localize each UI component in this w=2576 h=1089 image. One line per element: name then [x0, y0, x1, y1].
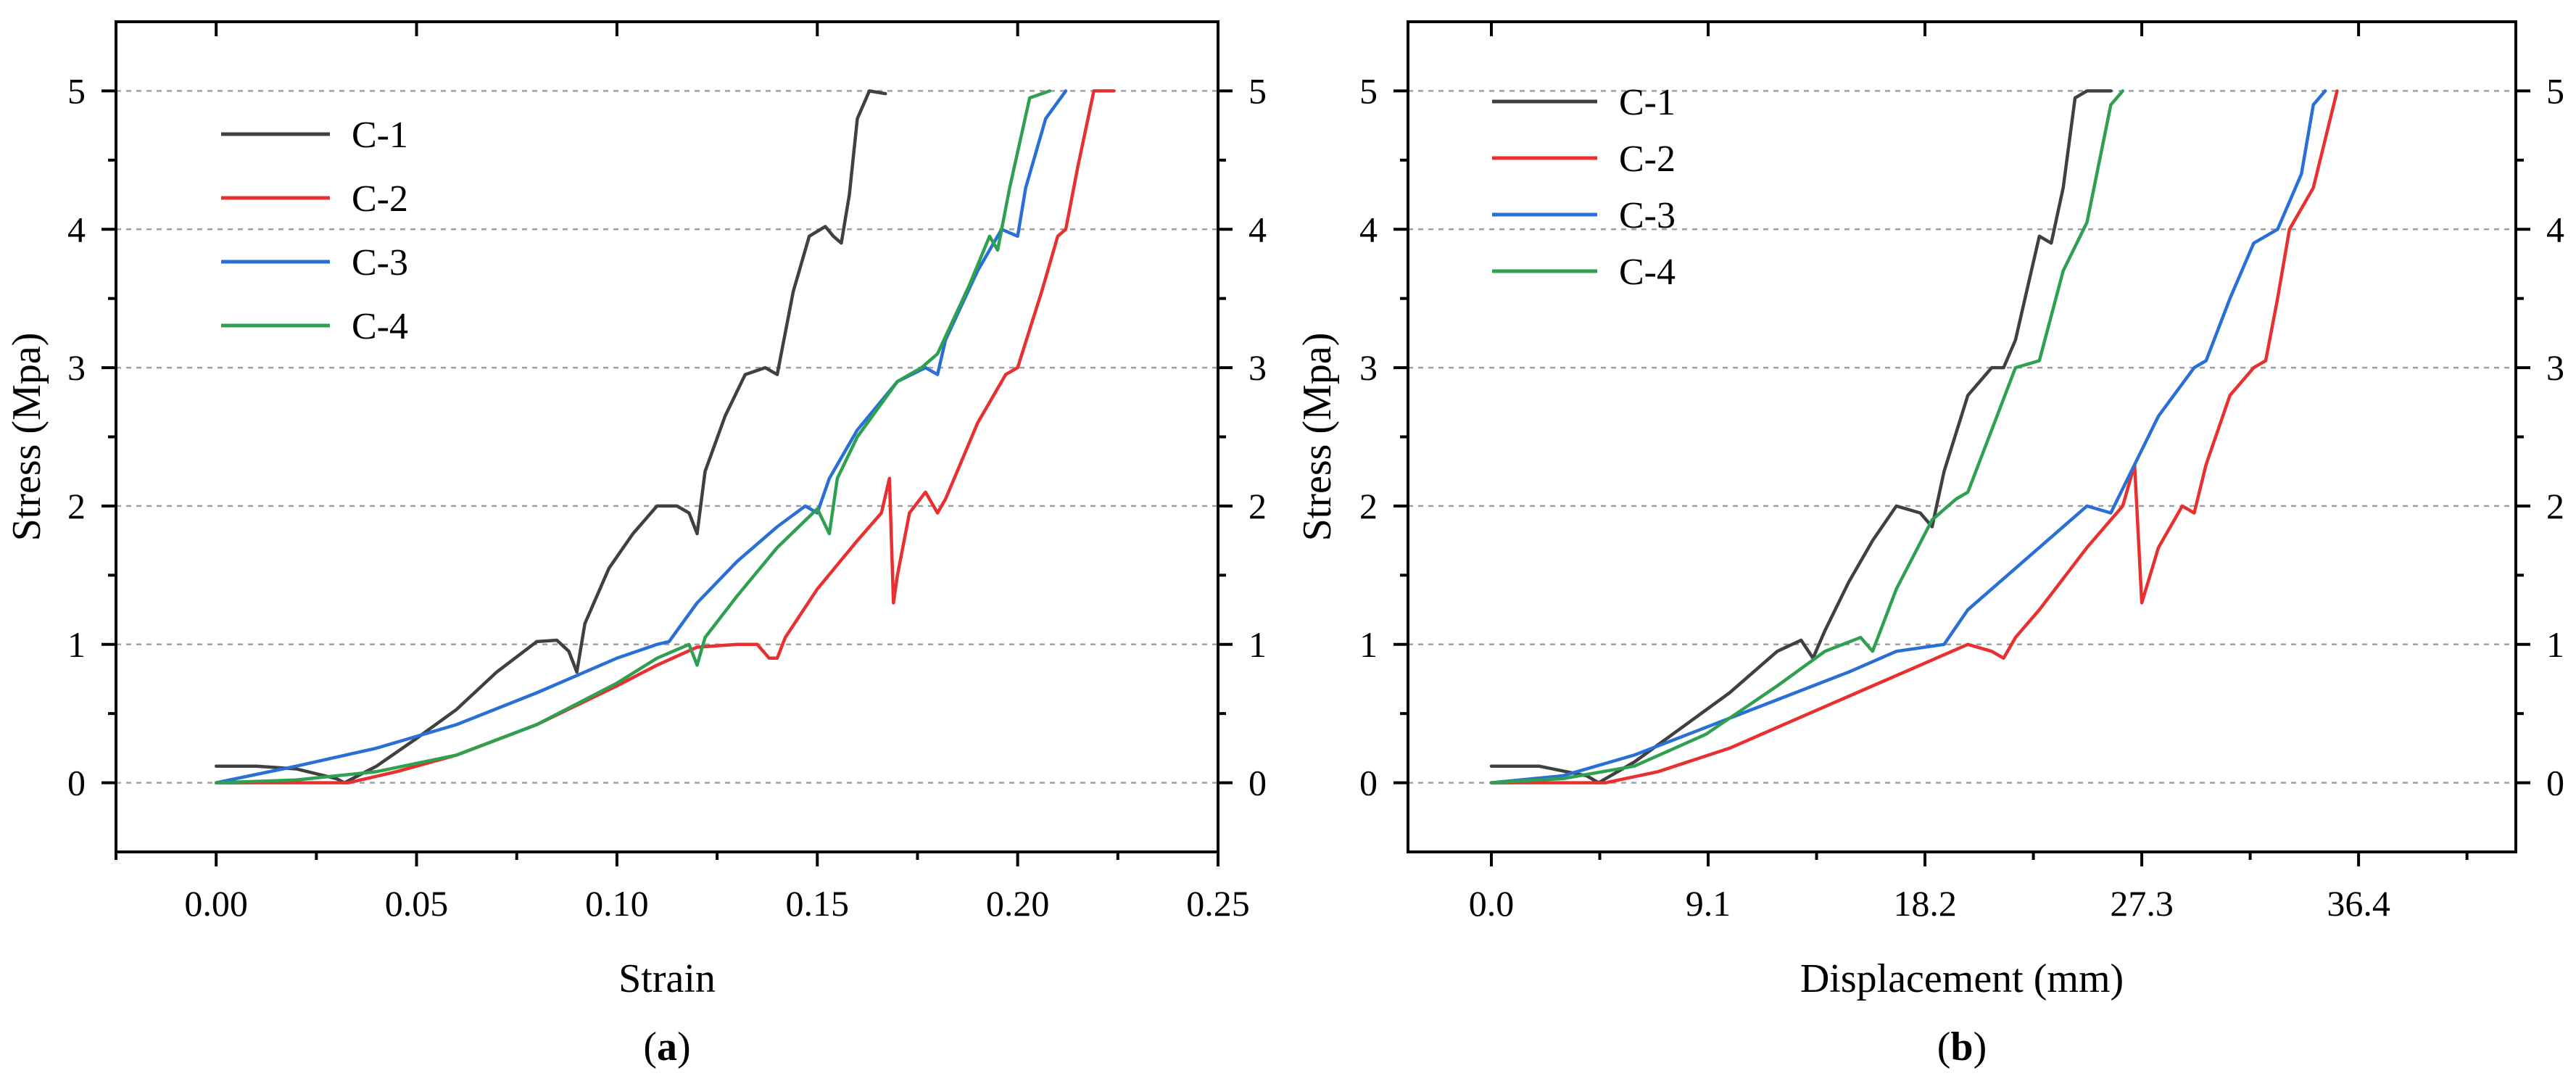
series-line-c-4 [214, 89, 1052, 784]
legend-label-c-4: C-4 [1619, 252, 1676, 293]
legend-label-c-2: C-2 [1619, 138, 1676, 180]
y-tick-label-right: 2 [1248, 486, 1267, 526]
y-tick-label-right: 1 [2546, 624, 2564, 665]
x-tick-label: 0.20 [986, 883, 1050, 924]
legend-label-c-3: C-3 [352, 242, 408, 283]
y-tick-label-right: 5 [2546, 70, 2564, 111]
series-line-c-2 [1489, 89, 2339, 784]
x-tick-label: 27.3 [2110, 883, 2174, 924]
y-tick-label-left: 0 [67, 763, 86, 803]
y-axis-title: Stress (Mpa) [4, 333, 49, 542]
x-tick-label: 9.1 [1686, 883, 1731, 924]
x-tick-label: 18.2 [1893, 883, 1957, 924]
x-tick-label: 0.05 [385, 883, 449, 924]
y-tick-label-left: 5 [67, 70, 86, 111]
y-tick-label-right: 1 [1248, 624, 1267, 665]
chart-panel-a: 0.00 0.05 0.10 0.15 0.20 0.25 0 0 1 1 2 2 3 3 4 4 5 5 Stra… [4, 20, 1267, 1069]
plot-frame [1407, 20, 2517, 853]
y-tick-label-right: 2 [2546, 486, 2564, 526]
series-line-c-3 [1489, 89, 2327, 784]
panel-label-close-paren: ) [677, 1024, 691, 1069]
legend-label-c-1: C-1 [1619, 82, 1676, 123]
panel-label-letter: a [657, 1024, 677, 1069]
y-tick-label-right: 0 [2546, 763, 2564, 803]
series-line-c-3 [214, 89, 1068, 784]
series-line-c-1 [214, 89, 887, 784]
panel-label-letter: b [1950, 1024, 1973, 1069]
x-tick-label: 0.15 [786, 883, 850, 924]
legend-label-c-4: C-4 [352, 306, 408, 347]
panel-label: (b) [1937, 1024, 1987, 1069]
y-tick-label-right: 4 [1248, 209, 1267, 249]
panel-label-close-paren: ) [1974, 1024, 1987, 1069]
x-axis-title: Strain [618, 956, 716, 1001]
x-tick-label: 0.00 [184, 883, 248, 924]
y-tick-label-right: 0 [1248, 763, 1267, 803]
y-tick-label-left: 4 [67, 209, 86, 249]
panel-label-open-paren: ( [643, 1024, 657, 1069]
y-tick-label-left: 0 [1359, 763, 1378, 803]
x-tick-label: 0.25 [1186, 883, 1250, 924]
x-axis-title: Displacement (mm) [1800, 956, 2124, 1001]
legend-label-c-3: C-3 [1619, 195, 1676, 236]
y-tick-label-left: 5 [1359, 70, 1378, 111]
y-tick-label-left: 1 [1359, 624, 1378, 665]
x-tick-label: 36.4 [2327, 883, 2390, 924]
series-line-c-4 [1489, 89, 2125, 784]
y-tick-label-left: 2 [1359, 486, 1378, 526]
panel-label: (a) [643, 1024, 690, 1069]
series-line-c-2 [214, 89, 1116, 784]
y-tick-label-left: 3 [1359, 347, 1378, 388]
y-tick-label-left: 2 [67, 486, 86, 526]
y-tick-label-right: 5 [1248, 70, 1267, 111]
x-tick-label: 0.10 [585, 883, 649, 924]
legend-label-c-1: C-1 [352, 115, 408, 156]
plot-frame [115, 20, 1219, 853]
y-tick-label-right: 3 [1248, 347, 1267, 388]
y-tick-label-left: 1 [67, 624, 86, 665]
series-line-c-1 [1489, 89, 2113, 784]
x-tick-label: 0.0 [1469, 883, 1515, 924]
y-tick-label-right: 4 [2546, 209, 2564, 249]
y-tick-label-left: 3 [67, 347, 86, 388]
legend-label-c-2: C-2 [352, 178, 408, 220]
chart-panel-b: 0.0 9.1 18.2 27.3 36.4 0 0 1 1 2 2 3 3 4 4 5 5 Displaceme… [1295, 20, 2564, 1069]
y-tick-label-right: 3 [2546, 347, 2564, 388]
y-axis-title: Stress (Mpa) [1295, 333, 1340, 542]
y-tick-label-left: 4 [1359, 209, 1378, 249]
panel-label-open-paren: ( [1937, 1024, 1951, 1069]
